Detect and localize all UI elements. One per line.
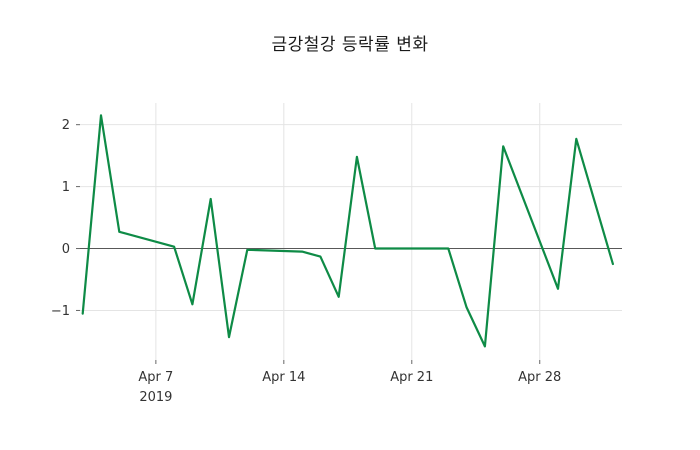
y-tick-label: 0	[62, 242, 70, 257]
x-tick-label: Apr 7	[138, 370, 173, 385]
y-tick-label: −1	[51, 304, 70, 319]
series-line	[81, 114, 615, 348]
x-tick-sublabel: 2019	[139, 390, 172, 405]
y-tick-label: 1	[62, 180, 70, 195]
x-tick-label: Apr 21	[390, 370, 433, 385]
x-tick-label: Apr 28	[518, 370, 561, 385]
x-tick-label: Apr 14	[262, 370, 305, 385]
y-axis-labels: −1 0 1 2	[51, 118, 80, 319]
chart-title: 금강철강 등락률 변화	[271, 35, 429, 55]
y-tick-label: 2	[62, 118, 70, 133]
x-axis-labels: Apr 7 2019 Apr 14 Apr 21 Apr 28	[138, 360, 561, 405]
gridlines	[80, 103, 622, 360]
